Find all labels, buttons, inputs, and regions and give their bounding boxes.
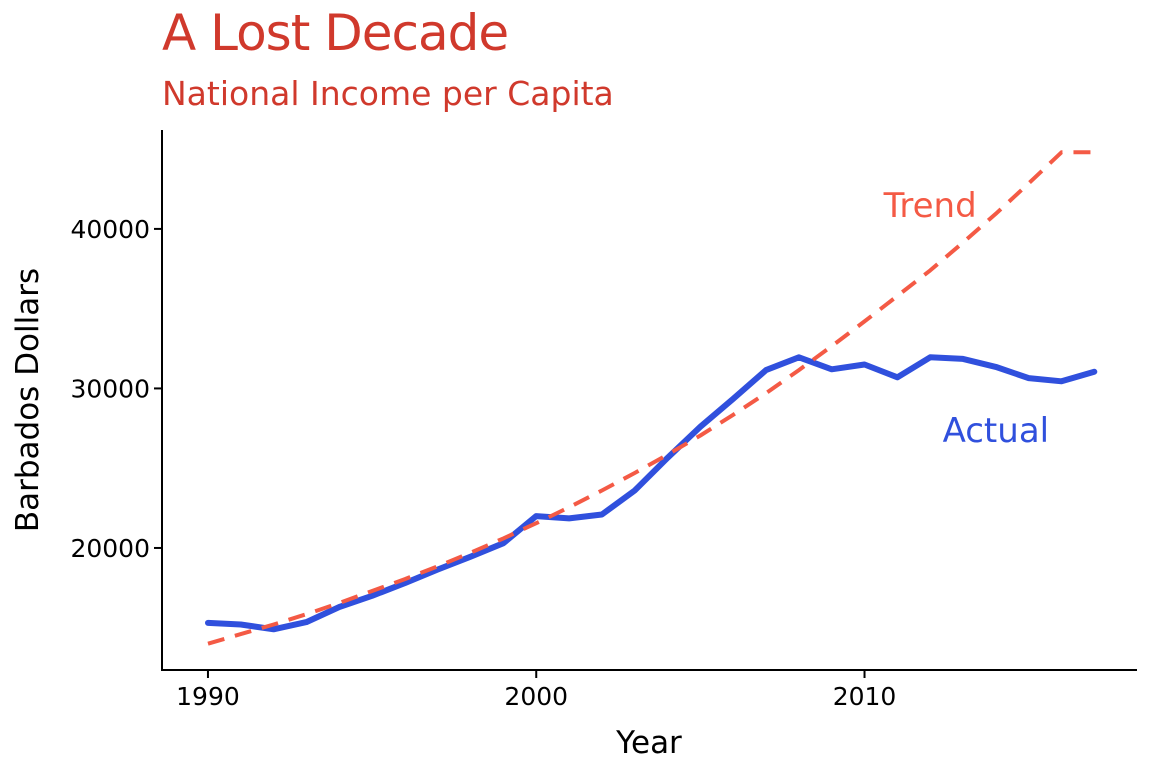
y-axis-label: Barbados Dollars: [10, 268, 46, 532]
x-axis-label: Year: [615, 725, 682, 761]
chart-title: A Lost Decade: [162, 4, 509, 62]
annotation-actual: Actual: [943, 411, 1050, 451]
series-line-trend: [207, 150, 1095, 646]
chart-subtitle: National Income per Capita: [162, 74, 614, 113]
y-tick-label: 40000: [70, 215, 150, 244]
y-ticks: 20000 30000 40000: [70, 215, 162, 563]
series-line-actual: [205, 354, 1098, 633]
y-tick-label: 20000: [70, 534, 150, 563]
annotation-trend: Trend: [883, 186, 977, 226]
x-tick-label: 1990: [176, 682, 240, 711]
y-tick-label: 30000: [70, 374, 150, 403]
x-ticks: 1990 2000 2010: [176, 670, 896, 711]
series-group: [205, 150, 1098, 646]
annotations: Trend Actual: [883, 186, 1049, 451]
x-tick-label: 2000: [504, 682, 568, 711]
x-tick-label: 2010: [833, 682, 897, 711]
